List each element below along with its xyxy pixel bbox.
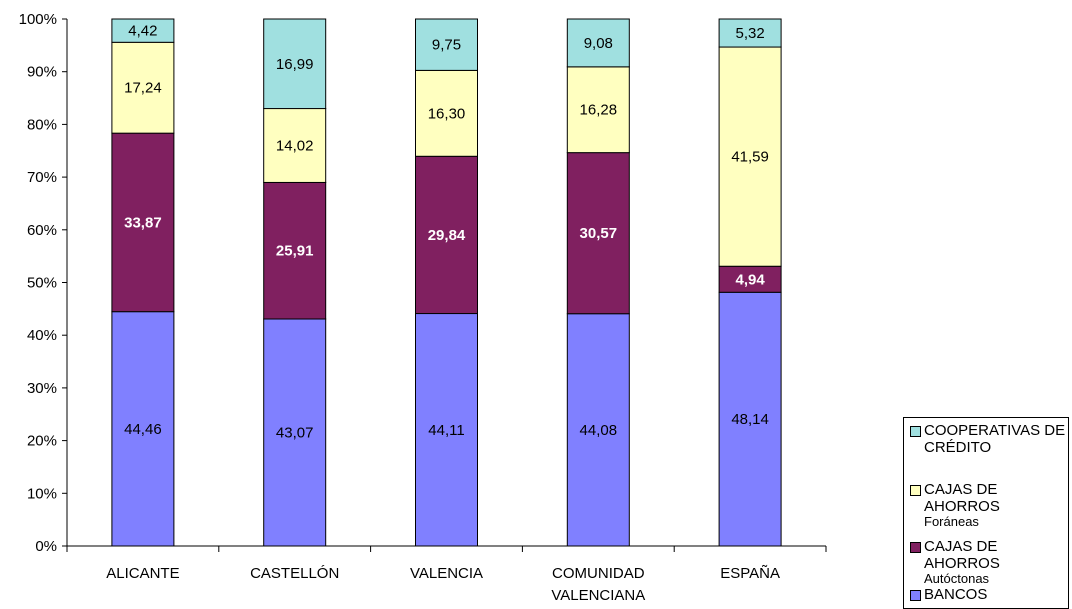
data-label: 43,07 bbox=[276, 424, 314, 441]
y-tick-label: 20% bbox=[27, 433, 57, 450]
bar-segment bbox=[566, 66, 630, 154]
legend-label: BANCOS bbox=[924, 586, 988, 603]
data-label: 29,84 bbox=[428, 227, 466, 244]
x-tick-label: VALENCIANA bbox=[551, 587, 645, 604]
legend-swatch bbox=[910, 426, 921, 437]
bar-segment bbox=[415, 313, 478, 547]
bar-segment bbox=[263, 181, 327, 320]
data-label: 9,75 bbox=[432, 37, 461, 54]
x-tick-label: COMUNIDAD bbox=[552, 565, 645, 582]
y-tick-label: 10% bbox=[27, 485, 57, 502]
y-tick-label: 90% bbox=[27, 64, 57, 81]
data-label: 16,99 bbox=[276, 56, 314, 73]
legend-label: CAJAS DE AHORROS bbox=[924, 538, 1000, 572]
bar-segment bbox=[718, 265, 782, 293]
bar-segment bbox=[566, 313, 630, 547]
y-tick-label: 30% bbox=[27, 380, 57, 397]
bar-segment bbox=[415, 155, 478, 315]
data-label: 41,59 bbox=[731, 149, 769, 166]
y-tick-label: 60% bbox=[27, 222, 57, 239]
data-label: 16,30 bbox=[428, 105, 466, 122]
data-label: 9,08 bbox=[584, 35, 613, 52]
bar-segment bbox=[415, 18, 478, 71]
data-label: 44,11 bbox=[428, 422, 464, 439]
y-tick-label: 50% bbox=[27, 275, 57, 292]
bar-segment bbox=[111, 311, 175, 547]
legend-label: CAJAS DE AHORROS bbox=[924, 481, 1000, 515]
x-tick-label: ESPAÑA bbox=[720, 565, 780, 582]
data-label: 4,42 bbox=[128, 23, 157, 40]
y-tick-label: 0% bbox=[35, 538, 57, 555]
bar-segment bbox=[111, 18, 175, 43]
y-tick-label: 70% bbox=[27, 169, 57, 186]
legend-swatch bbox=[910, 485, 921, 496]
x-tick-label: CASTELLÓN bbox=[250, 565, 339, 582]
bar-segment bbox=[263, 108, 327, 183]
legend-label: COOPERATIVAS DE CRÉDITO bbox=[924, 422, 1066, 456]
legend-sublabel: Foráneas bbox=[924, 514, 979, 529]
bar-segment bbox=[263, 18, 327, 110]
x-tick-label: VALENCIA bbox=[410, 565, 483, 582]
legend-swatch bbox=[910, 590, 921, 601]
data-label: 4,94 bbox=[735, 271, 765, 288]
data-label: 25,91 bbox=[276, 243, 314, 260]
data-label: 44,08 bbox=[580, 422, 618, 439]
legend-sublabel: Autóctonas bbox=[924, 571, 990, 586]
bar-segment bbox=[111, 132, 175, 313]
y-tick-label: 80% bbox=[27, 116, 57, 133]
data-label: 44,46 bbox=[124, 421, 162, 438]
bar-segment bbox=[718, 18, 782, 48]
bar-segment bbox=[566, 18, 630, 68]
y-tick-label: 100% bbox=[19, 11, 57, 28]
data-label: 33,87 bbox=[124, 214, 162, 231]
data-label: 16,28 bbox=[580, 102, 618, 119]
data-label: 30,57 bbox=[580, 225, 618, 242]
data-label: 48,14 bbox=[731, 411, 769, 428]
data-label: 17,24 bbox=[124, 80, 162, 97]
bar-segment bbox=[718, 291, 782, 547]
data-label: 5,32 bbox=[735, 25, 764, 42]
bar-segment bbox=[263, 318, 327, 547]
x-tick-label: ALICANTE bbox=[106, 565, 179, 582]
y-tick-label: 40% bbox=[27, 327, 57, 344]
chart-legend: COOPERATIVAS DE CRÉDITO CAJAS DE AHORROS… bbox=[903, 417, 1069, 609]
data-label: 14,02 bbox=[276, 137, 314, 154]
bar-segment bbox=[718, 46, 782, 267]
bar-segment bbox=[566, 152, 630, 315]
legend-swatch bbox=[910, 542, 921, 553]
